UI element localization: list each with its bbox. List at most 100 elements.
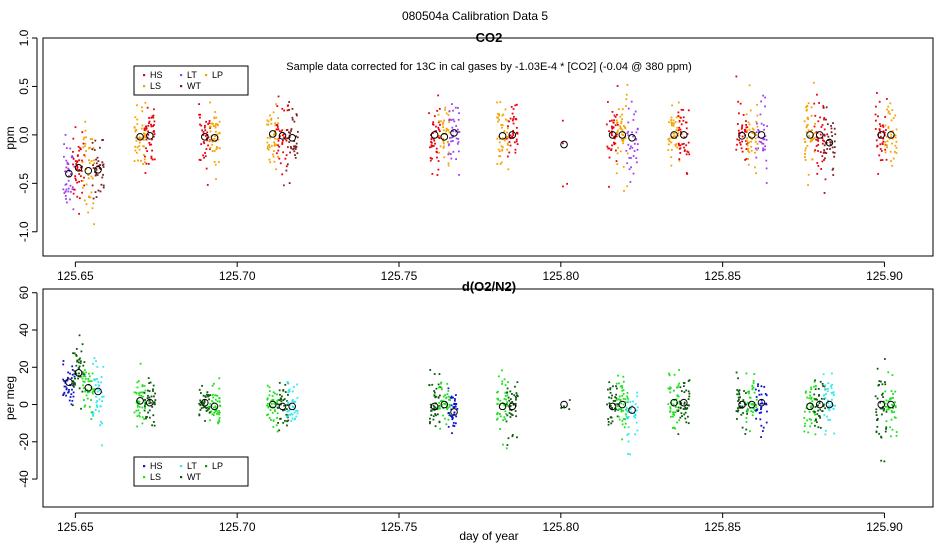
o2n2-data-point: [152, 384, 155, 387]
co2-data-point: [822, 151, 825, 154]
co2-data-point: [218, 132, 221, 135]
co2-data-point: [440, 120, 442, 123]
co2-data-point: [566, 182, 569, 185]
o2n2-data-point: [606, 388, 609, 391]
co2-legend-label: LS: [150, 81, 161, 91]
o2n2-data-point: [678, 402, 681, 405]
co2-data-point: [205, 137, 208, 140]
co2-data-point: [91, 184, 94, 187]
co2-data-point: [202, 131, 205, 133]
co2-data-point: [682, 116, 685, 119]
o2n2-data-point: [620, 410, 623, 413]
co2-data-point: [508, 141, 511, 143]
o2n2-data-point: [62, 393, 65, 395]
co2-data-point: [823, 118, 825, 121]
o2n2-data-point: [819, 416, 822, 419]
co2-data-point: [445, 112, 448, 115]
co2-data-point: [458, 130, 461, 133]
o2n2-data-point: [757, 383, 759, 386]
co2-data-point: [87, 211, 90, 214]
co2-data-point: [216, 133, 219, 136]
o2n2-data-point: [287, 394, 289, 396]
o2n2-data-point: [881, 407, 884, 410]
o2n2-data-point: [621, 394, 624, 397]
o2n2-cluster-mean-marker: [815, 400, 824, 409]
co2-data-point: [453, 120, 456, 123]
o2n2-cluster-mean-marker: [288, 402, 297, 411]
co2-data-point: [878, 154, 881, 157]
o2n2-data-point: [677, 384, 680, 387]
co2-data-point: [615, 133, 618, 136]
co2-data-point: [133, 126, 136, 128]
co2-data-point: [286, 109, 289, 112]
o2n2-data-point: [445, 397, 447, 400]
co2-data-point: [615, 172, 618, 175]
co2-data-point: [85, 183, 88, 186]
o2n2-data-point: [763, 386, 766, 388]
co2-data-point: [432, 144, 435, 147]
co2-data-point: [762, 142, 765, 145]
co2-data-point: [804, 147, 807, 150]
co2-data-point: [276, 144, 278, 147]
co2-data-point: [78, 159, 81, 162]
co2-data-point: [675, 129, 678, 132]
co2-data-point: [626, 132, 629, 135]
o2n2-data-point: [668, 388, 671, 390]
o2n2-data-point: [810, 396, 813, 399]
o2n2-data-point: [218, 420, 221, 423]
co2-data-point: [101, 164, 104, 167]
o2n2-data-point: [215, 409, 218, 412]
co2-data-point: [608, 130, 610, 133]
o2n2-data-point: [289, 413, 291, 416]
co2-data-point: [680, 108, 683, 111]
o2n2-data-point: [890, 435, 892, 438]
co2-data-point: [75, 163, 78, 165]
o2n2-data-point: [516, 436, 518, 439]
o2n2-data-point: [627, 398, 630, 401]
o2n2-data-point: [219, 404, 221, 407]
co2-data-point: [442, 142, 445, 145]
o2n2-data-point: [84, 375, 87, 378]
o2n2-data-point: [760, 406, 763, 409]
co2-data-point: [82, 142, 85, 145]
o2n2-data-point: [736, 410, 739, 413]
co2-data-point: [276, 125, 279, 128]
o2n2-data-point: [266, 397, 269, 400]
co2-data-point: [823, 149, 826, 152]
o2n2-data-point: [70, 393, 73, 396]
co2-data-point: [93, 162, 96, 165]
o2n2-data-point: [753, 409, 756, 412]
co2-data-point: [209, 147, 212, 149]
o2n2-data-point: [674, 427, 677, 430]
co2-data-point: [821, 142, 824, 145]
o2n2-data-point: [67, 371, 70, 374]
co2-data-point: [748, 128, 751, 131]
co2-data-point: [814, 122, 816, 125]
o2n2-data-point: [100, 381, 103, 384]
co2-data-point: [506, 155, 509, 158]
o2n2-data-point: [82, 373, 85, 375]
o2n2-data-point: [204, 396, 207, 398]
co2-data-point: [153, 123, 155, 126]
co2-data-point: [498, 113, 501, 116]
co2-data-point: [894, 136, 897, 139]
o2n2-data-point: [751, 384, 754, 387]
o2n2-data-point: [209, 403, 212, 405]
o2n2-data-point: [516, 381, 519, 384]
o2n2-data-point: [683, 385, 685, 388]
o2n2-data-point: [823, 394, 826, 396]
co2-data-point: [891, 137, 894, 140]
o2n2-data-point: [296, 409, 299, 412]
co2-data-point: [67, 187, 70, 190]
o2n2-data-point: [759, 418, 762, 421]
o2n2-data-point: [269, 409, 272, 411]
co2-data-point: [454, 106, 457, 109]
o2n2-data-point: [151, 405, 154, 408]
co2-data-point: [432, 123, 434, 125]
co2-data-point: [95, 167, 98, 170]
co2-data-point: [137, 159, 139, 162]
co2-data-point: [815, 145, 818, 147]
co2-data-point: [217, 124, 219, 127]
o2n2-data-point: [568, 408, 571, 411]
co2-data-point: [512, 118, 515, 120]
